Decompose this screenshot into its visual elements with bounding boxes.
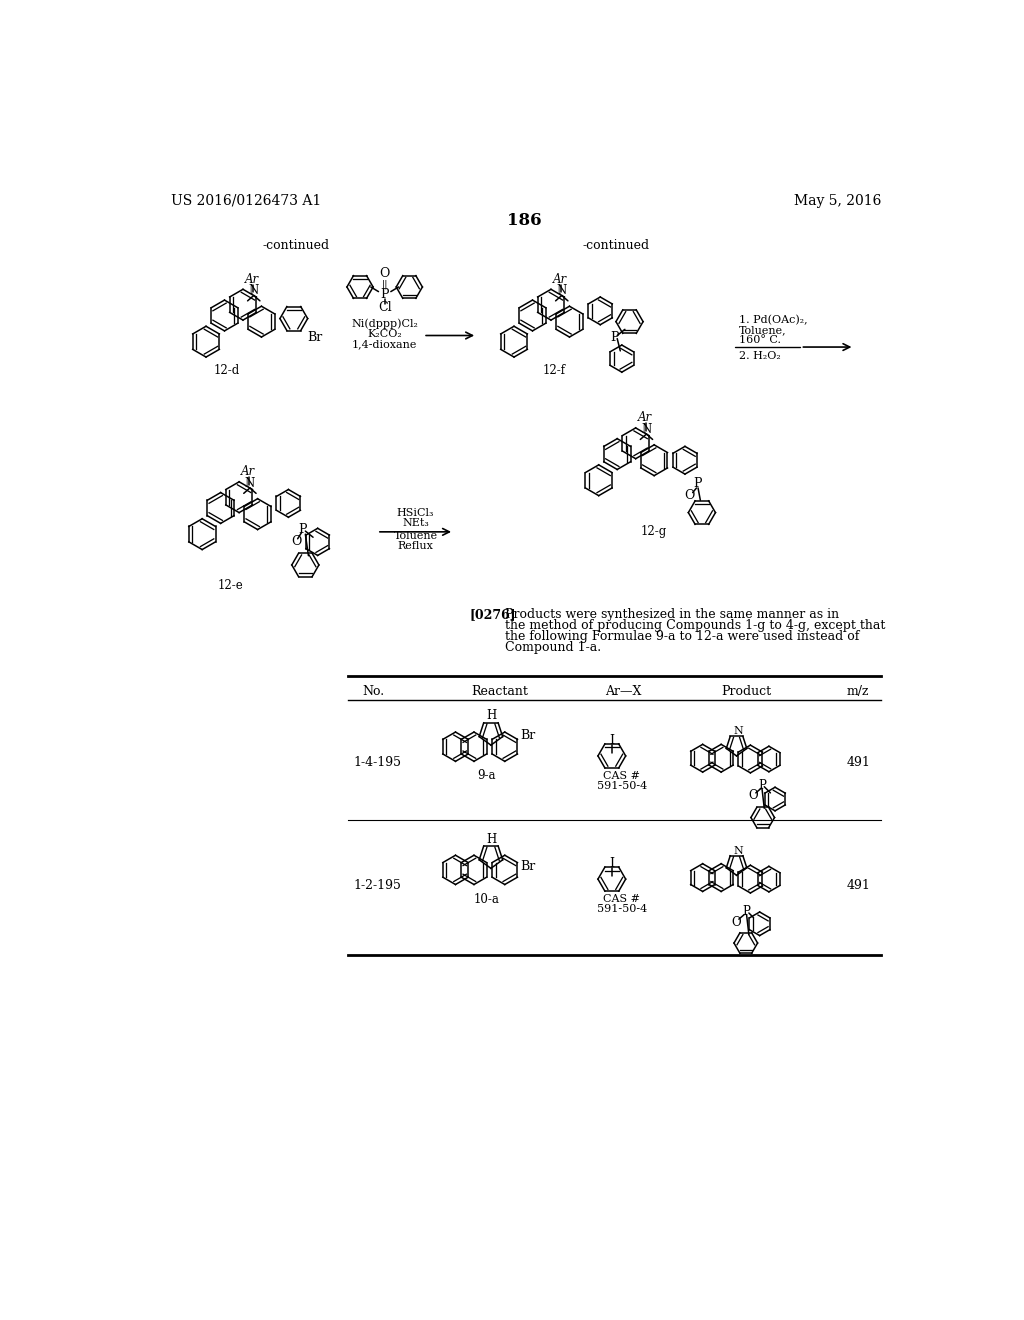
Text: Compound 1-a.: Compound 1-a.: [505, 642, 601, 655]
Text: O: O: [684, 490, 694, 502]
Text: ||: ||: [381, 279, 388, 289]
Text: Ar: Ar: [242, 465, 255, 478]
Text: Toluene,: Toluene,: [739, 325, 786, 335]
Text: -continued: -continued: [582, 239, 649, 252]
Text: 1-4-195: 1-4-195: [354, 755, 401, 768]
Text: 1. Pd(OAc)₂,: 1. Pd(OAc)₂,: [739, 315, 808, 325]
Text: HSiCl₃: HSiCl₃: [396, 508, 434, 517]
Text: CAS #: CAS #: [603, 894, 640, 904]
Text: N: N: [733, 726, 743, 737]
Text: Ar: Ar: [553, 273, 567, 286]
Text: P: P: [380, 288, 389, 301]
Text: P: P: [693, 477, 701, 490]
Text: 12-e: 12-e: [218, 579, 244, 593]
Text: N: N: [249, 284, 259, 297]
Text: N: N: [557, 284, 567, 297]
Text: I: I: [609, 734, 614, 747]
Text: NEt₃: NEt₃: [402, 519, 429, 528]
Text: H: H: [486, 709, 497, 722]
Text: O: O: [732, 916, 741, 929]
Text: Br: Br: [307, 330, 323, 343]
Text: Ni(dppp)Cl₂: Ni(dppp)Cl₂: [351, 318, 418, 329]
Text: O: O: [291, 536, 301, 548]
Text: 1-2-195: 1-2-195: [354, 879, 401, 892]
Text: Ar: Ar: [245, 273, 259, 286]
Text: Product: Product: [722, 685, 772, 698]
Text: Cl: Cl: [378, 301, 391, 314]
Text: 186: 186: [508, 213, 542, 230]
Text: N: N: [641, 422, 651, 436]
Text: O: O: [380, 267, 390, 280]
Text: Br: Br: [520, 729, 536, 742]
Text: 591-50-4: 591-50-4: [597, 904, 647, 915]
Text: Products were synthesized in the same manner as in: Products were synthesized in the same ma…: [505, 607, 839, 620]
Text: 591-50-4: 591-50-4: [597, 781, 647, 791]
Text: N: N: [733, 846, 743, 857]
Text: K₂CO₂: K₂CO₂: [368, 329, 402, 339]
Text: 2. H₂O₂: 2. H₂O₂: [739, 351, 780, 360]
Text: Ar: Ar: [638, 412, 652, 425]
Text: 491: 491: [846, 755, 870, 768]
Text: Br: Br: [520, 859, 536, 873]
Text: P: P: [298, 523, 306, 536]
Text: 10-a: 10-a: [473, 892, 500, 906]
Text: P: P: [759, 779, 767, 792]
Text: 160° C.: 160° C.: [739, 335, 781, 345]
Text: Reactant: Reactant: [472, 685, 528, 698]
Text: P: P: [741, 906, 750, 917]
Text: the following Formulae 9-a to 12-a were used instead of: the following Formulae 9-a to 12-a were …: [505, 630, 859, 643]
Text: 1,4-dioxane: 1,4-dioxane: [352, 339, 418, 348]
Text: [0276]: [0276]: [469, 607, 516, 620]
Text: H: H: [486, 833, 497, 846]
Text: Ar—X: Ar—X: [605, 685, 642, 698]
Text: N: N: [245, 477, 255, 490]
Text: 9-a: 9-a: [477, 770, 496, 783]
Text: Reflux: Reflux: [397, 541, 433, 552]
Text: P: P: [610, 330, 618, 343]
Text: O: O: [749, 789, 759, 803]
Text: 491: 491: [846, 879, 870, 892]
Text: 12-g: 12-g: [641, 525, 668, 539]
Text: I: I: [609, 857, 614, 870]
Text: 12-d: 12-d: [214, 363, 240, 376]
Text: CAS #: CAS #: [603, 771, 640, 781]
Text: Toluene: Toluene: [393, 531, 437, 541]
Text: May 5, 2016: May 5, 2016: [794, 194, 882, 207]
Text: -continued: -continued: [262, 239, 330, 252]
Text: m/z: m/z: [847, 685, 869, 698]
Text: 12-f: 12-f: [543, 363, 565, 376]
Text: the method of producing Compounds 1-g to 4-g, except that: the method of producing Compounds 1-g to…: [505, 619, 885, 632]
Text: US 2016/0126473 A1: US 2016/0126473 A1: [171, 194, 321, 207]
Text: No.: No.: [362, 685, 384, 698]
